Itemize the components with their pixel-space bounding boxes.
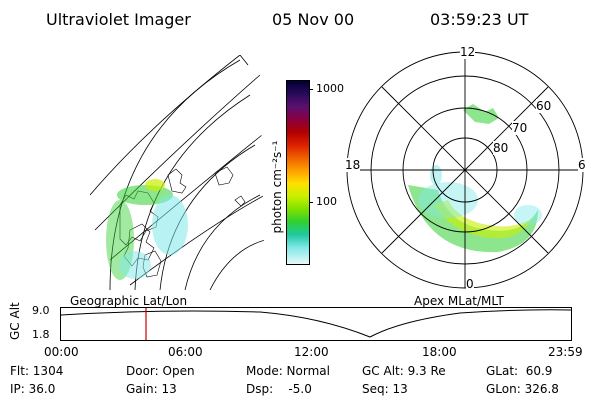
geo-panel-caption: Geographic Lat/Lon: [70, 294, 188, 308]
seq-value: Seq: 13: [362, 382, 408, 396]
ip-value: IP: 36.0: [10, 382, 56, 396]
colorbar-label-1000: 1000: [316, 82, 344, 95]
polar-plot: [346, 51, 584, 289]
altitude-ymin: 1.8: [32, 328, 50, 341]
mlt-label-18: 18: [345, 158, 361, 172]
geographic-map: [90, 55, 265, 290]
colorbar-label-100: 100: [316, 195, 337, 208]
mlat-label-70: 70: [512, 121, 528, 135]
colorbar-tick-1000: [309, 89, 313, 90]
altitude-plot-frame: [60, 307, 572, 341]
time-tick-1200: 12:00: [294, 345, 329, 359]
mlt-label-6: 6: [578, 158, 586, 172]
polar-panel-caption: Apex MLat/MLT: [414, 294, 504, 308]
mode-value: Mode: Normal: [246, 364, 330, 378]
time-tick-1800: 18:00: [422, 345, 457, 359]
glat-value: GLat: 60.9: [486, 364, 553, 378]
polar-grid: [346, 51, 584, 289]
flight-number: Flt: 1304: [10, 364, 64, 378]
mlt-label-0: 0: [466, 277, 474, 291]
date-label: 05 Nov 00: [272, 10, 355, 29]
altitude-ylabel: GC Alt: [8, 302, 22, 340]
mlat-label-80: 80: [493, 141, 509, 155]
altitude-plot: [60, 307, 572, 341]
colorbar-tick-100: [309, 202, 313, 203]
colorbar: [286, 80, 310, 265]
aurora-emission: [106, 179, 188, 280]
door-status: Door: Open: [126, 364, 195, 378]
mlt-label-12: 12: [460, 45, 476, 59]
time-tick-0000: 00:00: [44, 345, 79, 359]
mlat-label-60: 60: [536, 99, 552, 113]
time-tick-0600: 06:00: [168, 345, 203, 359]
dsp-value: Dsp: -5.0: [246, 382, 312, 396]
altitude-curve: [60, 309, 572, 338]
time-tick-2359: 23:59: [548, 345, 583, 359]
altitude-ymax: 9.0: [32, 304, 50, 317]
instrument-title: Ultraviolet Imager: [46, 10, 191, 29]
colorbar-unit-label: photon cm⁻²s⁻¹: [270, 140, 284, 234]
glon-value: GLon: 326.8: [486, 382, 559, 396]
polar-aurora-emission: [408, 104, 542, 253]
gain-value: Gain: 13: [126, 382, 177, 396]
gc-alt-value: GC Alt: 9.3 Re: [362, 364, 446, 378]
time-label: 03:59:23 UT: [430, 10, 529, 29]
